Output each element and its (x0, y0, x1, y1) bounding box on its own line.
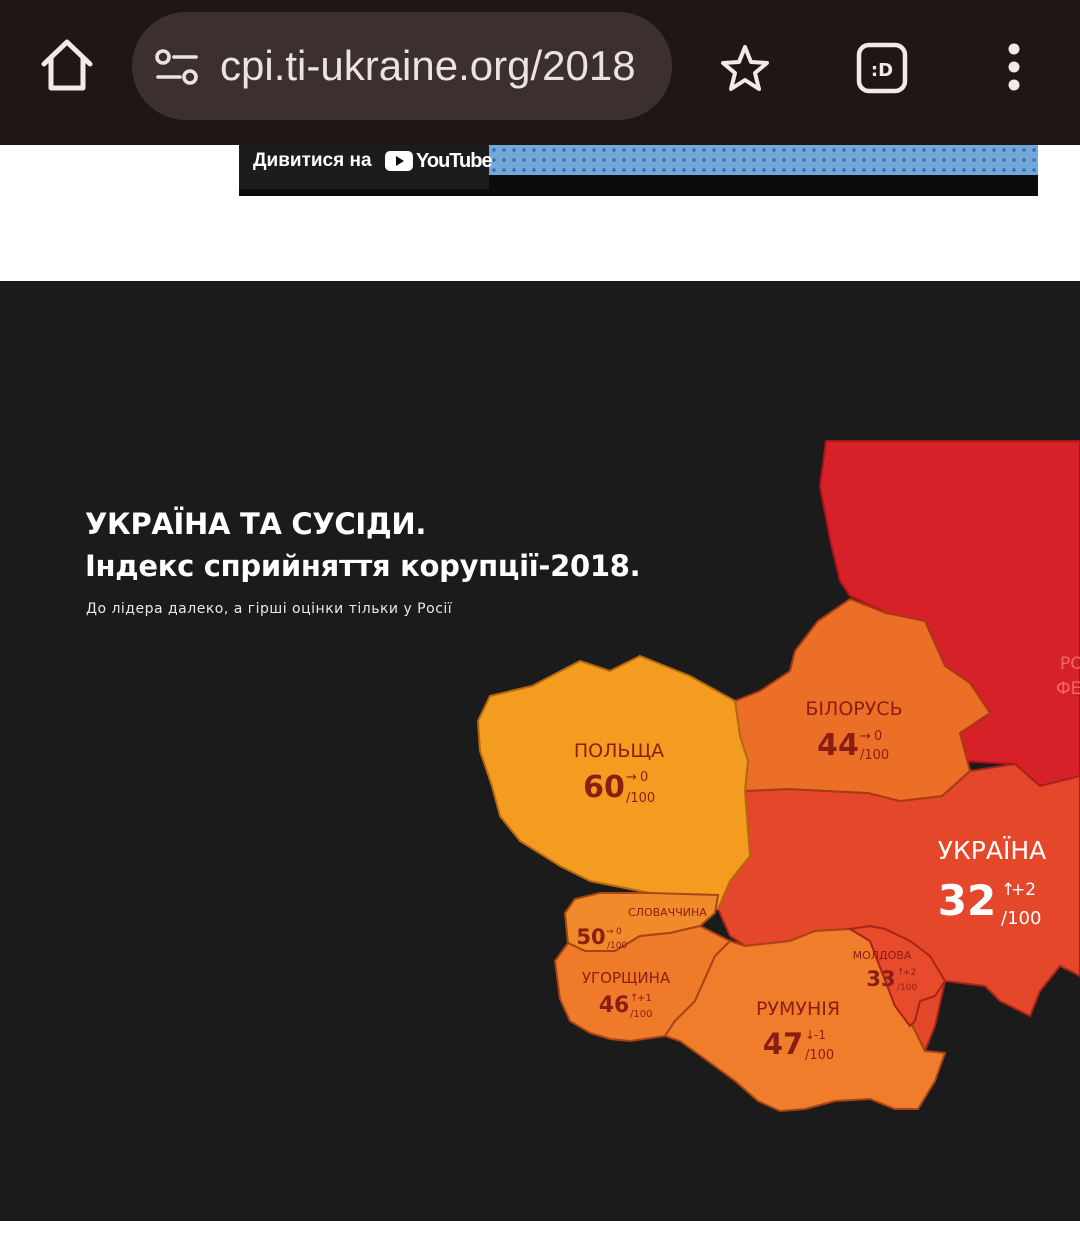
slovakia-score: 50 (576, 925, 605, 949)
belarus-flat-arrow-icon: → (860, 729, 871, 744)
cpi-infographic: ПОЛЬЩА 60 → 0 /100 БІЛОРУСЬ 44 → 0 /100 … (0, 281, 1080, 1221)
infographic-subtitle: До лідера далеко, а гірші оцінки тільки … (86, 601, 453, 617)
belarus-name: БІЛОРУСЬ (805, 698, 902, 720)
ukraine-up-arrow-icon: ↑ (1001, 880, 1015, 900)
tune-icon[interactable] (154, 48, 200, 86)
hungary-name: УГОРЩИНА (582, 969, 671, 987)
slovakia-change: 0 (616, 927, 622, 937)
romania-name: РУМУНІЯ (756, 998, 840, 1020)
more-vert-icon[interactable] (996, 42, 1032, 94)
ukraine-scale: /100 (1001, 908, 1041, 929)
region-poland (476, 654, 752, 911)
poland-scale: /100 (626, 791, 655, 806)
browser-toolbar: cpi.ti-ukraine.org/2018 :D (0, 0, 1080, 145)
neighbours-map: ПОЛЬЩА 60 → 0 /100 БІЛОРУСЬ 44 → 0 /100 … (476, 440, 1080, 1113)
hungary-change: +1 (637, 993, 652, 1004)
extension-face-icon: :D (856, 42, 908, 94)
ukraine-change: +2 (1011, 880, 1036, 900)
poland-change: 0 (640, 770, 648, 785)
belarus-scale: /100 (860, 748, 889, 763)
title-line-1: УКРАЇНА ТА СУСІДИ. (85, 507, 427, 541)
romania-scale: /100 (805, 1048, 834, 1063)
russia-name-line1: РО (1060, 654, 1080, 674)
youtube-embed[interactable]: Дивитися на YouTube (239, 145, 1038, 196)
moldova-score: 33 (866, 967, 895, 991)
watch-on-youtube-button[interactable]: Дивитися на YouTube (239, 145, 493, 189)
russia-name-line2: ФЕ (1056, 679, 1080, 699)
region-moldova (847, 924, 947, 1028)
belarus-score: 44 (817, 728, 859, 763)
slovakia-scale: /100 (607, 941, 627, 951)
video-frame-preview (489, 145, 1038, 175)
hungary-score: 46 (599, 993, 630, 1018)
slovakia-name: СЛОВАЧЧИНА (628, 906, 707, 919)
poland-flat-arrow-icon: → (626, 770, 637, 785)
romania-score: 47 (763, 1027, 803, 1061)
youtube-wordmark: YouTube (416, 150, 493, 172)
star-icon[interactable] (718, 42, 772, 96)
romania-change: -1 (814, 1028, 826, 1042)
address-bar[interactable]: cpi.ti-ukraine.org/2018 (132, 12, 672, 120)
hungary-up-arrow-icon: ↑ (630, 993, 638, 1004)
home-icon[interactable] (36, 34, 98, 96)
slovakia-flat-arrow-icon: → (606, 927, 614, 937)
moldova-name: МОЛДОВА (853, 949, 912, 962)
poland-name: ПОЛЬЩА (574, 740, 664, 762)
ukraine-score: 32 (938, 876, 996, 925)
moldova-scale: /100 (897, 983, 917, 993)
ukraine-name: УКРАЇНА (938, 836, 1046, 865)
region-belarus (733, 597, 992, 803)
poland-score: 60 (583, 770, 625, 805)
url-fade (632, 12, 672, 120)
belarus-change: 0 (874, 729, 882, 744)
moldova-change: +2 (903, 968, 916, 978)
url-text[interactable]: cpi.ti-ukraine.org/2018 (220, 42, 636, 89)
watch-on-label: Дивитися на (253, 150, 372, 171)
title-line-2: Індекс сприйняття корупції-2018. (85, 549, 641, 583)
extension-button[interactable]: :D (856, 42, 908, 94)
infographic-title: УКРАЇНА ТА СУСІДИ. Індекс сприйняття кор… (85, 503, 641, 587)
youtube-play-icon (385, 151, 413, 171)
romania-down-arrow-icon: ↓ (805, 1028, 815, 1042)
extension-label: :D (871, 60, 893, 81)
hungary-scale: /100 (630, 1009, 652, 1020)
moldova-up-arrow-icon: ↑ (897, 968, 905, 978)
